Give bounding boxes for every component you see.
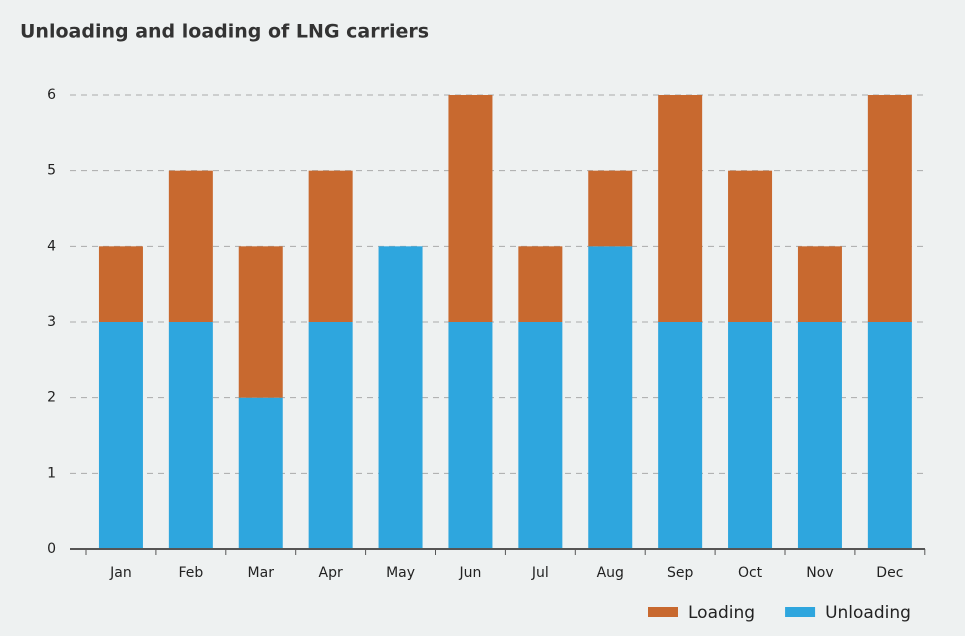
y-tick-label: 5 [47,163,56,179]
y-tick-label: 4 [47,238,56,254]
bar-segment [797,322,842,549]
x-tick-label: Jun [459,565,482,581]
x-tick-label: Jul [531,565,549,581]
x-tick-label: Sep [667,565,694,581]
bar-segment [308,170,353,322]
bar-segment [98,246,143,322]
x-tick-label: Oct [738,565,763,581]
bar-segment [588,170,633,247]
legend-swatch [648,607,678,617]
bar-segment [448,95,493,322]
legend-label: Unloading [825,603,911,623]
x-tick-label: Aug [597,565,624,581]
bar-segment [168,322,213,549]
bar-segment [518,322,563,549]
bar-segment [308,322,353,549]
x-tick-label: Feb [178,565,203,581]
x-tick-label: Mar [248,565,275,581]
bar-segment [588,246,633,550]
bar-segment [658,95,703,322]
bar-segment [658,322,703,549]
bar-segment [518,246,563,322]
bar-segment [168,170,213,322]
bar-segment [867,322,912,549]
x-tick-label: Nov [806,565,833,581]
bar-segment [867,95,912,322]
x-tick-label: Jan [109,565,132,581]
legend-swatch [785,607,816,617]
bar-segment [238,246,283,398]
bar-segment [98,322,143,549]
bar-segment [378,246,423,550]
bar-segment [448,322,493,549]
bar-segment [797,246,842,322]
y-tick-label: 1 [47,465,56,481]
bar-segment [238,397,283,549]
y-tick-label: 3 [47,314,56,330]
y-tick-label: 0 [47,541,56,557]
chart-title: Unloading and loading of LNG carriers [20,21,429,43]
bar-segment [728,322,773,549]
x-tick-label: May [386,565,415,581]
x-tick-label: Dec [876,565,903,581]
legend-label: Loading [688,603,755,623]
x-tick-label: Apr [319,565,343,581]
y-tick-label: 6 [47,87,56,103]
bar-segment [728,170,773,322]
y-tick-label: 2 [47,390,56,406]
